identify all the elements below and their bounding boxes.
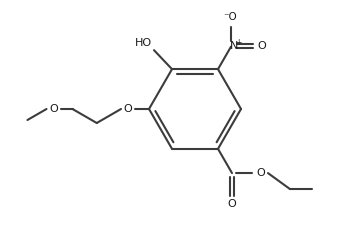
Text: N: N <box>230 41 238 51</box>
Text: +: + <box>235 38 241 47</box>
Text: ⁻O: ⁻O <box>223 12 237 22</box>
Text: O: O <box>257 168 265 178</box>
Text: O: O <box>228 199 236 209</box>
Text: O: O <box>124 104 133 114</box>
Text: O: O <box>49 104 58 114</box>
Text: O: O <box>258 41 266 51</box>
Text: HO: HO <box>135 38 152 48</box>
